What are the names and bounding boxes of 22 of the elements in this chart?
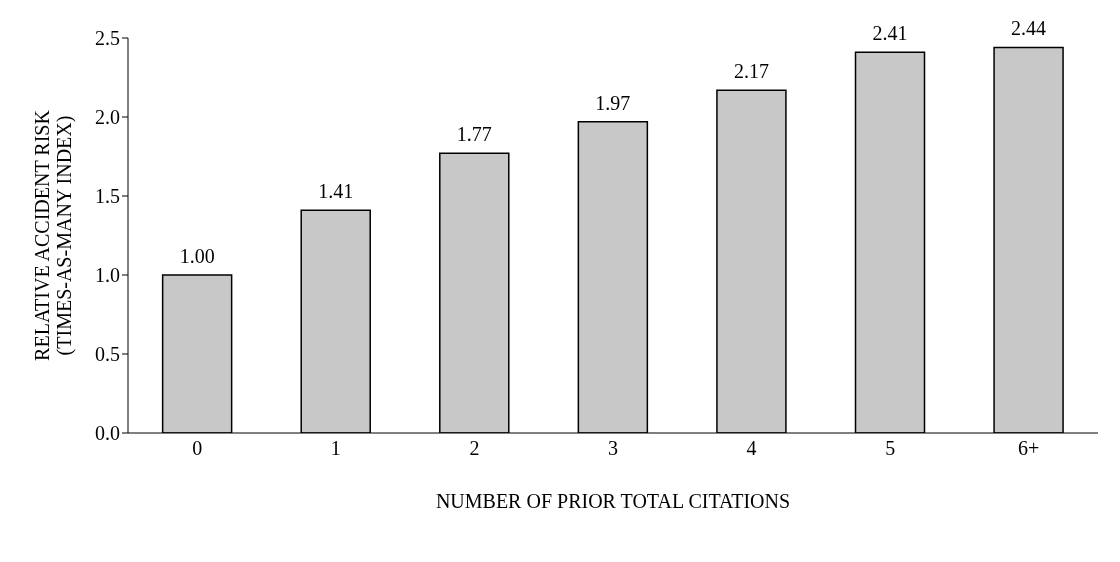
y-axis-title: RELATIVE ACCIDENT RISK (TIMES-AS-MANY INDEX) — [31, 109, 76, 361]
data-label: 2.41 — [872, 22, 908, 45]
y-tick-label: 2.5 — [95, 27, 120, 50]
y-tick-label: 1.0 — [95, 264, 120, 287]
data-label: 2.44 — [1011, 17, 1047, 40]
x-tick-label: 5 — [885, 437, 896, 460]
x-tick-label: 1 — [330, 437, 341, 460]
x-tick-label: 0 — [192, 437, 203, 460]
y-tick-label: 1.5 — [95, 185, 120, 208]
data-label: 1.41 — [318, 180, 354, 203]
x-axis-title: NUMBER OF PRIOR TOTAL CITATIONS — [435, 490, 791, 512]
data-label: 2.17 — [733, 60, 769, 83]
x-tick-label: 2 — [469, 437, 480, 460]
x-tick-label: 6+ — [1018, 437, 1040, 460]
data-label: 1.97 — [595, 91, 631, 114]
y-tick-label: 0.0 — [95, 422, 120, 445]
data-label: 1.00 — [179, 245, 215, 267]
x-tick-label: 3 — [608, 437, 618, 460]
x-tick-label: 4 — [746, 437, 757, 460]
data-label: 1.77 — [456, 123, 492, 146]
y-tick-label: 0.5 — [95, 343, 120, 366]
y-tick-label: 2.0 — [95, 106, 120, 129]
